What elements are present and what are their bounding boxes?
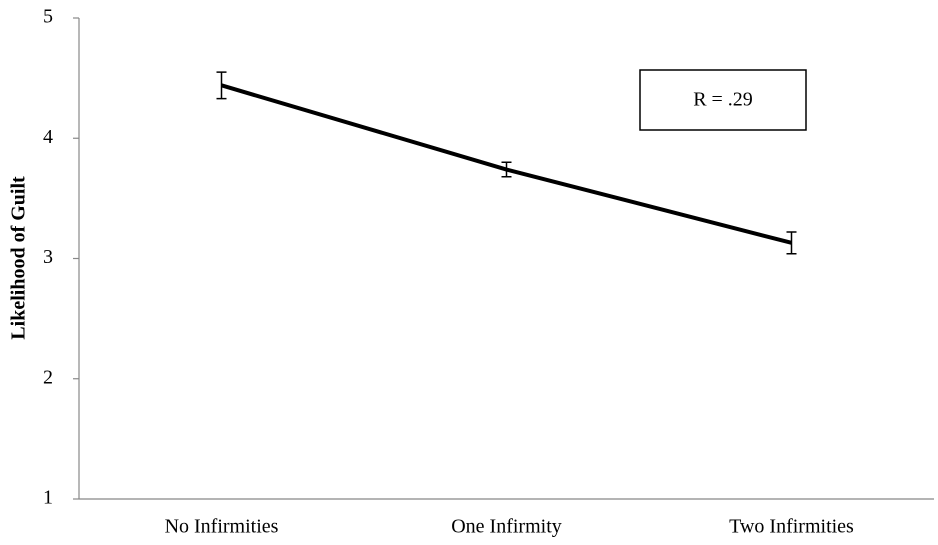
y-axis-label: Likelihood of Guilt [8,176,30,340]
error-bar [786,231,797,255]
y-tick-label: 5 [43,6,53,28]
y-tick-label: 2 [43,366,53,388]
x-tick-label: No Infirmities [165,516,279,538]
y-tick-label: 3 [43,246,53,268]
error-bar [216,71,227,100]
y-tick-label: 4 [43,126,53,148]
annotation-box [639,69,807,131]
annotation: R = .29 [693,89,753,111]
x-tick-label: One Infirmity [451,516,562,538]
x-tick-label: Two Infirmities [729,516,854,538]
y-tick-label: 1 [43,487,53,509]
error-bar [501,161,512,178]
